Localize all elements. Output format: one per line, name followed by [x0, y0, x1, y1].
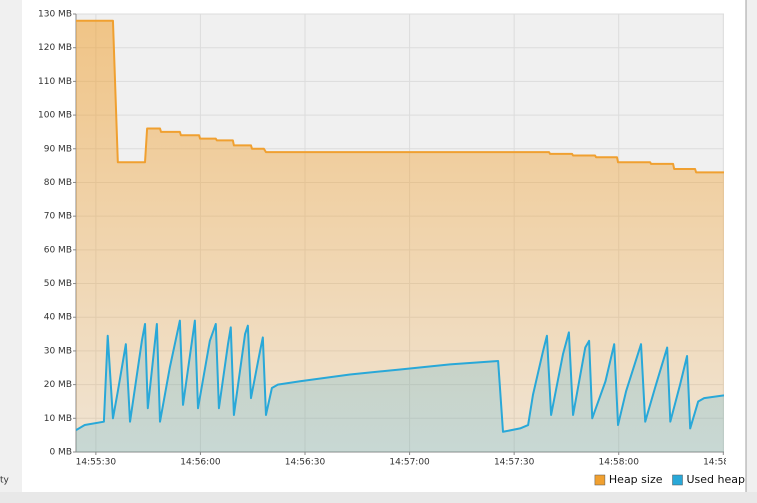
line [76, 19, 724, 174]
x-tick-label: 14:57:00 [389, 458, 430, 468]
y-tick-label: 50 MB [44, 279, 72, 289]
legend-label: Heap size [609, 473, 663, 486]
legend-swatch [594, 474, 606, 486]
area [76, 320, 724, 452]
line [76, 319, 724, 433]
y-tick-label: 60 MB [44, 245, 72, 255]
y-tick-label: 30 MB [44, 346, 72, 356]
x-tick-label: 14:55:30 [76, 458, 117, 468]
x-tick-label: 14:56:00 [180, 458, 221, 468]
area [76, 20, 724, 452]
legend: Used heap Heap size [594, 473, 746, 486]
x-labels: 14:55:30 14:56:00 14:56:30 14:57:00 14:57:30… [76, 458, 744, 468]
y-tick-label: 100 MB [38, 111, 72, 121]
bottom-strip [0, 492, 757, 503]
y-tick-label: 0 MB [49, 448, 72, 458]
x-tick-label: 14:56:30 [285, 458, 326, 468]
x-tick-label: 14:58:30 [703, 458, 744, 468]
y-tick-label: 70 MB [44, 212, 72, 222]
left-panel-fragment: ty [0, 476, 10, 486]
legend-swatch [672, 474, 683, 486]
y-tick-label: 110 MB [38, 77, 72, 87]
y-tick-label: 80 MB [44, 178, 72, 188]
y-tick-label: 90 MB [44, 144, 72, 154]
x-tick-label: 14:57:30 [494, 458, 535, 468]
x-tick-label: 14:58:00 [599, 458, 640, 468]
y-tick-label: 20 MB [44, 380, 72, 390]
y-tick-label: 10 MB [44, 414, 72, 424]
legend-label: Used heap [687, 473, 746, 486]
y-tick-label: 40 MB [44, 313, 72, 323]
y-tick-label: 120 MB [38, 43, 72, 53]
y-tick-label: 130 MB [38, 10, 72, 20]
plot [76, 19, 724, 452]
